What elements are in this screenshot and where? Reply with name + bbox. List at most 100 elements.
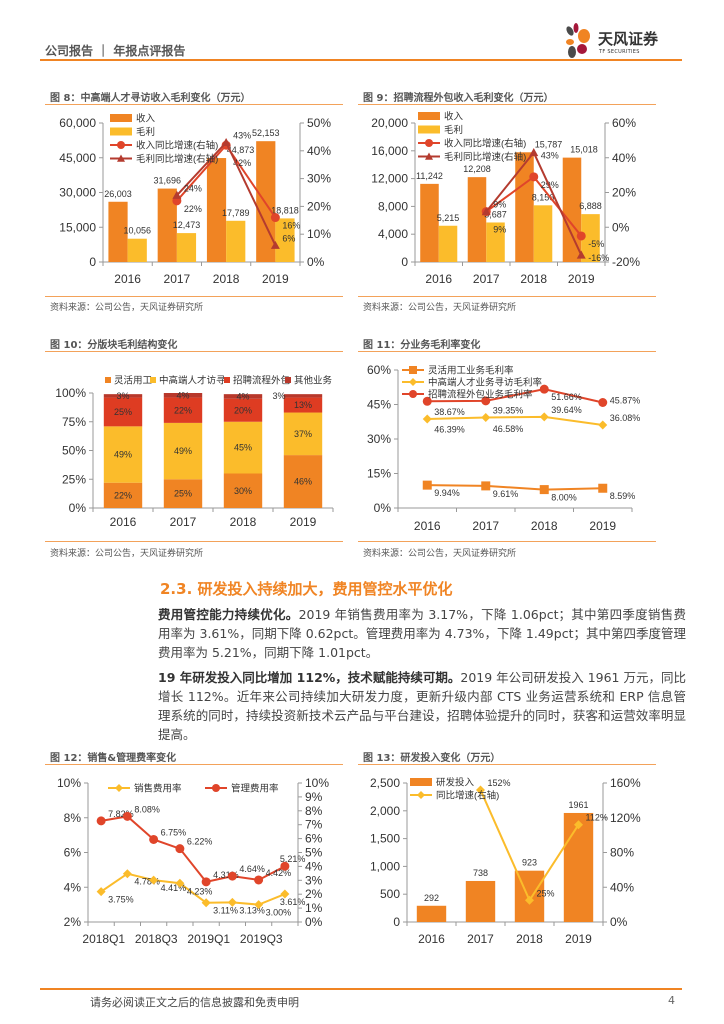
line-data-label: -16%	[588, 253, 609, 263]
data-point-marker	[122, 811, 132, 821]
right-axis-tick-label: 0%	[612, 220, 630, 234]
data-point-marker	[481, 412, 491, 422]
bar-data-label: 25%	[114, 407, 132, 417]
x-axis-tick-label: 2019	[568, 272, 595, 286]
figure-9-source: 资料来源：公司公告，天风证券研究所	[363, 303, 517, 313]
header-divider	[40, 59, 682, 61]
left-axis-tick-label: 20,000	[371, 116, 408, 130]
legend-label: 收入	[444, 111, 464, 123]
data-point-marker	[598, 483, 608, 493]
legend-swatch	[410, 778, 432, 786]
x-axis-tick-label: 2018	[531, 519, 558, 533]
figure-11-source: 资料来源：公司公告，天风证券研究所	[363, 549, 517, 559]
figure-9-title: 图 9：招聘流程外包收入毛利变化（万元）	[363, 93, 554, 104]
line-data-label: 45.87%	[610, 395, 641, 405]
line-data-label: 4.78%	[134, 877, 160, 887]
bar-data-label: 15,787	[535, 139, 563, 149]
line-data-label: 51.66%	[551, 392, 582, 402]
bar-segment	[103, 397, 143, 427]
legend-marker	[409, 378, 417, 386]
right-axis-tick-label: 40%	[610, 880, 634, 894]
line-data-label: 3.00%	[266, 908, 292, 918]
legend-swatch	[418, 125, 440, 134]
paragraph-expense-control: 费用管控能力持续优化。2019 年销售费用率为 3.17%，下降 1.06pct…	[158, 605, 686, 662]
legend-marker	[425, 152, 433, 160]
x-axis-tick-label: 2016	[110, 515, 137, 529]
bar-data-label: 12,208	[463, 164, 491, 174]
line-data-label: 22%	[184, 204, 202, 214]
figure-8-rule	[45, 104, 343, 105]
paragraph-body: 2019 年公司研发投入 1961 万元，同比增长 112%。近年来公司持续加大…	[158, 670, 687, 742]
bar-data-label: 1961	[568, 800, 588, 810]
bar-data-label: 5,687	[484, 209, 507, 219]
footer-disclaimer[interactable]: 请务必阅读正文之后的信息披露和免责申明	[90, 996, 299, 1009]
bar-data-label: 20%	[234, 405, 252, 415]
chart-figure-11: 0% 15% 30% 45% 60% 2016 2017 2018 2019 9.94% 9.61%…	[367, 363, 640, 533]
left-axis-tick-label: 30%	[367, 432, 391, 446]
data-point-marker	[270, 213, 280, 223]
data-point-marker	[539, 412, 549, 422]
figure-12-rule	[45, 764, 343, 765]
legend-label: 中高端人才访寻	[159, 375, 226, 387]
data-point-marker	[96, 887, 106, 897]
legend-item: 招聘流程外包	[224, 375, 291, 387]
figure-10-rule	[45, 351, 343, 352]
line-data-label: 16%	[282, 221, 300, 231]
legend-label: 毛利同比增速(右轴)	[444, 151, 526, 163]
left-axis-tick-label: 50%	[62, 444, 86, 458]
bar-segment	[163, 397, 203, 423]
legend-item: 其他业务	[285, 375, 333, 387]
data-point-marker	[576, 250, 586, 259]
left-axis-tick-label: 8,000	[378, 199, 408, 213]
line-data-label: 9.61%	[493, 489, 519, 499]
bar-data-label: 3%	[116, 391, 129, 401]
right-axis-tick-label: 40%	[307, 144, 331, 158]
right-axis-tick-label: 50%	[307, 116, 331, 130]
left-axis-tick-label: 0	[393, 915, 400, 929]
bar-data-label: 31,696	[154, 176, 182, 186]
bar-data-label: 10,056	[123, 226, 151, 236]
left-axis-tick-label: 0	[401, 255, 408, 269]
legend-label: 招聘流程外包	[233, 375, 291, 387]
legend-item: 销售费用率	[108, 783, 182, 795]
right-axis-tick-label: 10%	[307, 227, 331, 241]
data-point-marker	[270, 240, 280, 249]
data-point-marker	[539, 384, 549, 394]
left-axis-tick-label: 100%	[55, 386, 86, 400]
legend-item: 毛利同比增速(右轴)	[110, 153, 218, 165]
bar	[127, 238, 147, 262]
paragraph-body: 2019 年销售费用率为 3.17%，下降 1.06pct；其中第四季度销售费用…	[158, 607, 686, 660]
page-number: 4	[668, 994, 675, 1007]
data-point-marker	[221, 137, 231, 147]
x-axis-tick-label: 2019	[589, 519, 616, 533]
figure-8-source-rule	[45, 296, 343, 297]
legend-swatch	[418, 112, 440, 120]
legend-label: 其他业务	[294, 375, 333, 387]
legend-item: 研发投入	[410, 777, 475, 789]
data-point-marker	[422, 480, 432, 490]
left-axis-tick-label: 16,000	[371, 144, 408, 158]
series-line	[427, 415, 603, 427]
legend-label: 同比增速(右轴)	[436, 790, 499, 802]
bar-data-label: 11,242	[416, 171, 443, 181]
legend-item: 收入同比增速(右轴)	[110, 140, 218, 152]
bar-data-label: 22%	[114, 490, 132, 500]
right-axis-tick-label: 1%	[305, 901, 323, 915]
bar-data-label: 17,789	[222, 208, 250, 218]
legend-marker	[117, 141, 125, 149]
right-axis-tick-label: 60%	[612, 116, 636, 130]
bar	[515, 152, 534, 262]
right-axis-tick-label: 80%	[610, 846, 634, 860]
chart-figure-9: 0 4,000 8,000 12,000 16,000 20,000 -20% 0% 20% 40…	[371, 111, 640, 287]
left-axis-tick-label: 0%	[69, 501, 87, 515]
x-axis-tick-label: 2019	[565, 932, 592, 946]
bar	[176, 233, 197, 262]
data-point-marker	[149, 875, 159, 885]
left-axis-tick-label: 4,000	[378, 227, 408, 241]
left-axis-tick-label: 1,000	[370, 859, 400, 873]
left-axis-tick-label: 2,000	[370, 804, 400, 818]
line-data-label: 152%	[488, 778, 511, 788]
legend-marker	[115, 784, 123, 792]
line-data-label: 3.75%	[108, 895, 134, 905]
data-point-marker	[481, 396, 491, 406]
